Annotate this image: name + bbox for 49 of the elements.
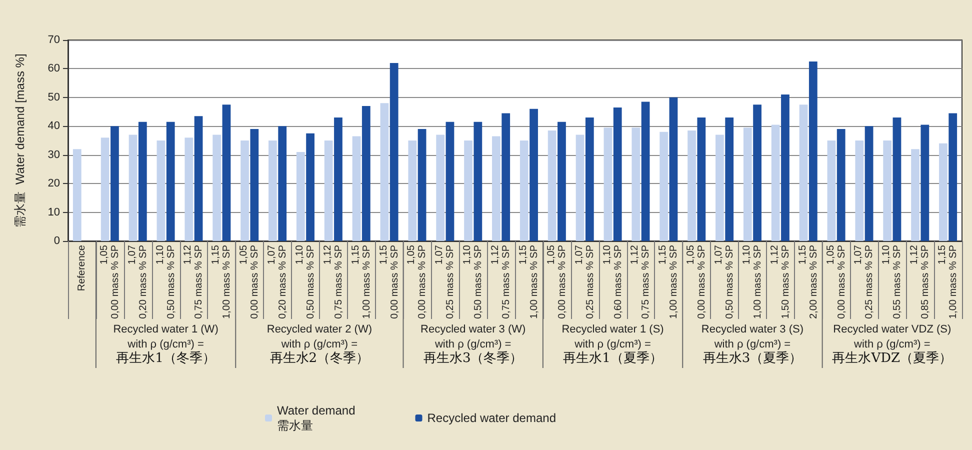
y-tick-label: 70	[48, 34, 60, 46]
x-tick-label: 1,15 0,00 mass % SP	[378, 244, 400, 319]
text: Recycled water 1 (S) with ρ (g/cm³) = 再生水1（夏季）	[562, 324, 664, 366]
y-tick-label: 50	[48, 91, 60, 104]
x-tick-label: 1,07 0,25 mass % SP	[434, 244, 456, 319]
x-tick-label: 1,12 0,75 mass % SP	[322, 244, 344, 319]
x-tick-label: 1,05 0,00 mass % SP	[546, 244, 568, 319]
x-tick-label: Reference	[76, 244, 88, 292]
x-tick-label: 1,10 0,50 mass % SP	[294, 244, 316, 319]
x-tick-label: 1,05 0,00 mass % SP	[406, 244, 428, 319]
x-tick-label: 1,05 0,00 mass % SP	[686, 244, 708, 319]
text: Recycled water 3 (W) with ρ (g/cm³) = 再生水3（冬季）	[420, 324, 526, 366]
legend-label: Water demand 需水量	[277, 404, 356, 432]
y-tick-label: 10	[48, 206, 60, 218]
y-tick-label: 60	[48, 62, 60, 75]
text: Recycled water 3 (S) with ρ (g/cm³) = 再生水3（夏季）	[701, 324, 804, 366]
x-tick-label: 1,10 1,00 mass % SP	[741, 244, 764, 319]
x-tick-label: 1,15 1,00 mass % SP	[658, 244, 680, 319]
x-tick-label: 1,05 0,00 mass % SP	[98, 244, 121, 319]
x-tick-label: 1,07 0,25 mass % SP	[853, 244, 876, 319]
text: Recycled water 1 (W) with ρ (g/cm³) = 再生水1（冬季）	[113, 324, 218, 366]
x-tick-label: 1,10 0,50 mass % SP	[462, 244, 484, 319]
x-tick-label: 1,12 0,85 mass % SP	[909, 244, 932, 319]
x-tick-label: 1,07 0,25 mass % SP	[574, 244, 596, 319]
x-tick-label: 1,12 0,75 mass % SP	[182, 244, 205, 319]
x-tick-label: 1,10 0,50 mass % SP	[154, 244, 177, 319]
x-tick-label: 1,15 2,00 mass % SP	[797, 244, 820, 319]
x-tick-label: 1,12 0,75 mass % SP	[490, 244, 512, 319]
text: Recycled water VDZ (S) with ρ (g/cm³) = 再生水VDZ（夏季）	[832, 324, 952, 366]
y-axis-title: 需水量 Water demand [mass %]	[13, 54, 27, 228]
x-tick-label: 1,05 0,00 mass % SP	[825, 244, 848, 319]
x-tick-label: 1,15 1,00 mass % SP	[937, 244, 960, 319]
text: Recycled water 2 (W) with ρ (g/cm³) = 再生水2（冬季）	[266, 324, 372, 366]
x-tick-label: 1,10 0,60 mass % SP	[602, 244, 624, 319]
y-tick-label: 40	[48, 120, 60, 132]
x-tick-label: 1,05 0,00 mass % SP	[238, 244, 261, 319]
x-tick-label: 1,07 0,50 mass % SP	[714, 244, 736, 319]
x-tick-label: 1,07 0,20 mass % SP	[126, 244, 149, 319]
x-tick-label: 1,15 1,00 mass % SP	[350, 244, 372, 319]
y-tick-label: 0	[54, 235, 60, 247]
x-tick-label: 1,15 1,00 mass % SP	[518, 244, 540, 319]
x-tick-label: 1,15 1,00 mass % SP	[210, 244, 233, 319]
x-tick-label: 1,10 0,55 mass % SP	[881, 244, 904, 319]
y-tick-label: 20	[48, 178, 60, 190]
x-tick-label: 1,12 0,75 mass % SP	[630, 244, 652, 319]
y-tick-label: 30	[48, 148, 60, 161]
x-tick-label: 1,07 0,20 mass % SP	[266, 244, 289, 319]
legend-label: Recycled water demand	[427, 411, 556, 425]
x-tick-label: 1,12 1,50 mass % SP	[769, 244, 792, 319]
